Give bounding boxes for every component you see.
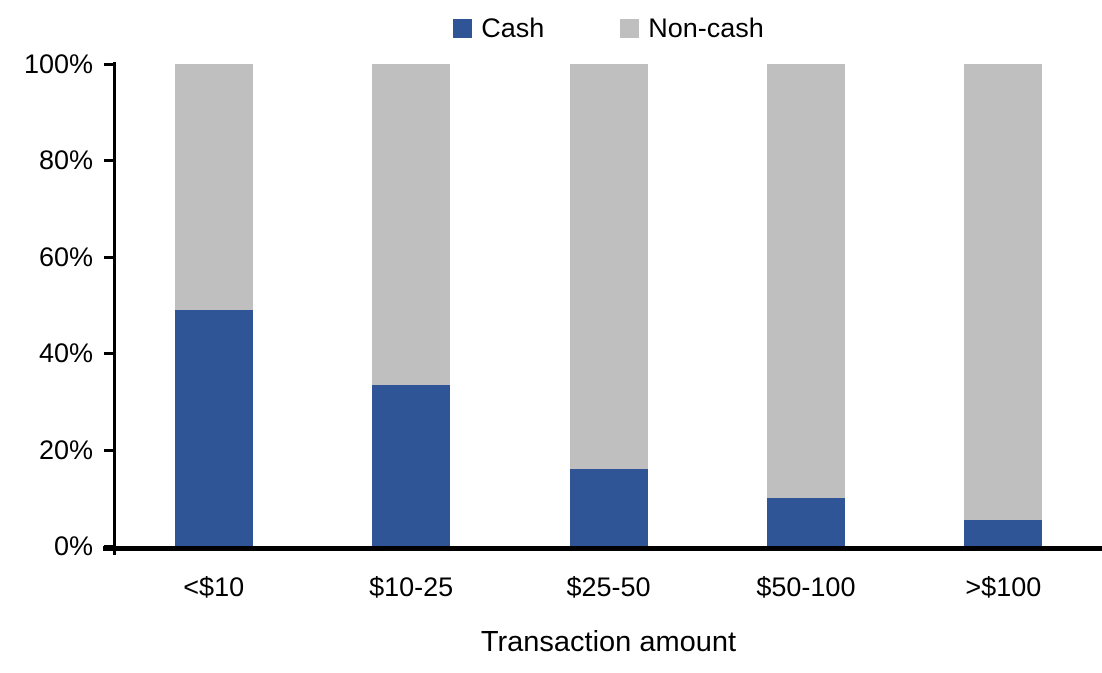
legend-item-cash: Cash	[453, 13, 544, 44]
cash-swatch	[453, 19, 473, 38]
y-tick-label: 80%	[38, 145, 93, 176]
non-cash-swatch	[620, 19, 640, 38]
y-axis-line	[113, 62, 116, 555]
bar-slot	[510, 64, 707, 546]
cash-segment	[569, 468, 648, 546]
legend-label-non-cash: Non-cash	[648, 13, 764, 43]
y-tick-mark	[104, 255, 116, 259]
cash-segment	[174, 309, 253, 546]
legend-item-non-cash: Non-cash	[620, 13, 764, 44]
non-cash-segment	[766, 64, 845, 498]
y-tick-label: 40%	[38, 338, 93, 369]
stacked-bar-1	[174, 64, 253, 546]
y-tick-mark	[104, 352, 116, 356]
legend: Cash Non-cash	[115, 13, 1102, 44]
stacked-bar-5	[964, 64, 1043, 546]
y-tick-mark	[104, 159, 116, 163]
x-tick-label: $50-100	[756, 572, 856, 602]
y-tick-label: 60%	[38, 241, 93, 272]
plot-area	[115, 64, 1102, 546]
legend-label-cash: Cash	[481, 13, 545, 43]
x-axis-line	[103, 546, 1102, 551]
y-tick-label: 20%	[38, 434, 93, 465]
bar-slot	[905, 64, 1102, 546]
non-cash-segment	[372, 64, 451, 385]
x-tick-label: >$100	[965, 572, 1042, 602]
y-tick-mark	[104, 63, 116, 66]
cash-segment	[964, 519, 1043, 546]
x-axis-tick-labels: <$10 $10-25 $25-50 $50-100 >$100	[115, 571, 1102, 603]
stacked-bar-2	[372, 64, 451, 546]
y-tick-label: 0%	[53, 531, 93, 561]
x-tick-label: <$10	[183, 572, 245, 602]
bar-slot	[312, 64, 509, 546]
x-axis-title: Transaction amount	[480, 626, 737, 658]
stacked-bar-4	[766, 64, 845, 546]
y-axis-tick-labels: 0% 20% 40% 60% 80% 100%	[0, 49, 93, 561]
non-cash-segment	[174, 64, 253, 310]
bar-slot	[115, 64, 312, 546]
non-cash-segment	[569, 64, 648, 469]
x-tick-label: $25-50	[566, 572, 651, 602]
x-tick-label: $10-25	[369, 572, 454, 602]
y-tick-mark	[104, 448, 116, 452]
non-cash-segment	[964, 64, 1043, 520]
stacked-bar-3	[569, 64, 648, 546]
y-tick-label: 100%	[23, 49, 93, 79]
bar-slot	[707, 64, 904, 546]
cash-segment	[372, 384, 451, 546]
cash-segment	[766, 497, 845, 546]
